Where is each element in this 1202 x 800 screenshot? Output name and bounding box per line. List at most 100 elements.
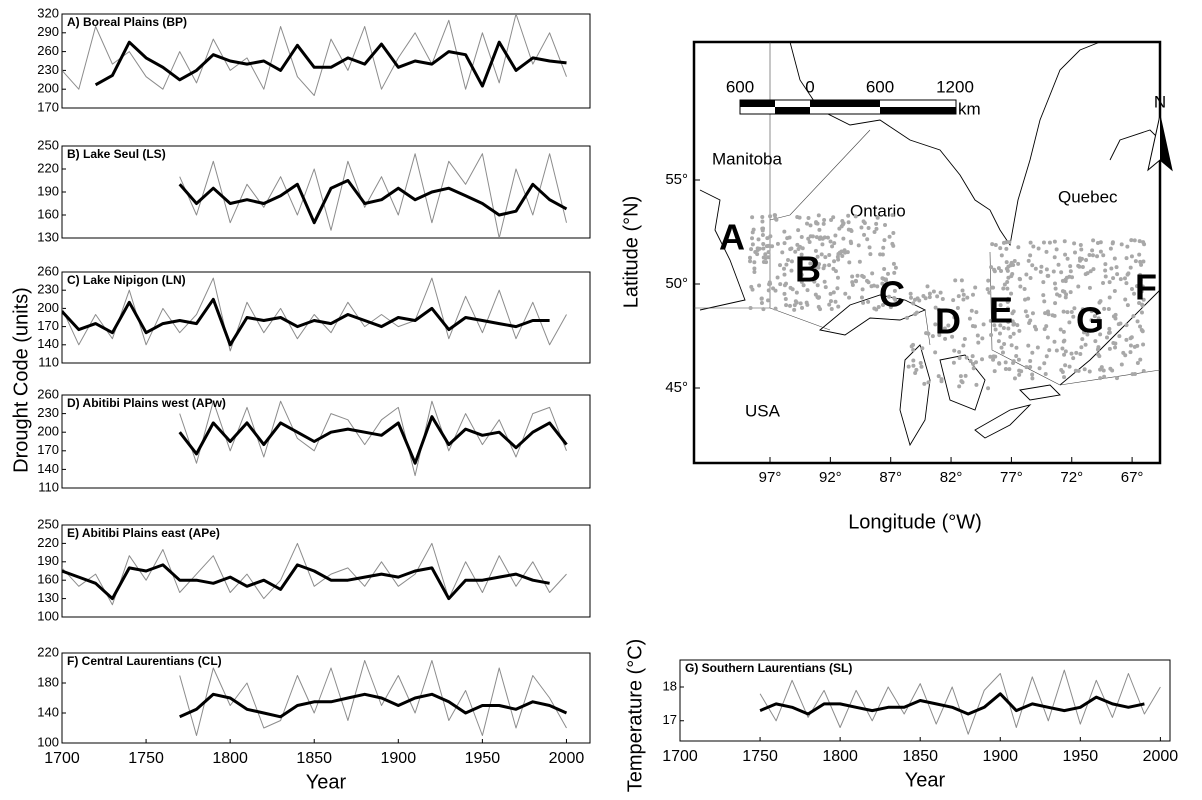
site-dot xyxy=(1035,345,1040,350)
site-dot xyxy=(815,254,820,259)
site-dot xyxy=(1030,311,1035,316)
site-dot xyxy=(1007,367,1012,372)
site-dot xyxy=(1098,249,1103,254)
site-dot xyxy=(986,278,991,283)
site-dot xyxy=(1129,238,1134,243)
site-dot xyxy=(880,276,885,281)
site-dot xyxy=(1121,350,1126,355)
site-dot xyxy=(827,263,832,268)
panel-title: D) Abitibi Plains west (APw) xyxy=(67,396,226,410)
site-dot xyxy=(957,355,962,360)
site-dot xyxy=(987,290,992,295)
site-dot xyxy=(1128,350,1133,355)
site-dot xyxy=(1129,286,1134,291)
site-dot xyxy=(922,381,927,386)
site-dot xyxy=(1065,256,1070,261)
site-dot xyxy=(925,284,930,289)
site-dot xyxy=(839,224,844,229)
site-dot xyxy=(911,348,916,353)
site-dot xyxy=(917,298,922,303)
site-dot xyxy=(1124,281,1129,286)
site-dot xyxy=(1082,367,1087,372)
site-dot xyxy=(1076,368,1081,373)
y-tick-label: 130 xyxy=(37,590,59,605)
site-dot xyxy=(1106,307,1111,312)
y-tick-label: 220 xyxy=(37,644,59,659)
site-dot xyxy=(1067,320,1072,325)
site-dot xyxy=(1014,353,1019,358)
site-dot xyxy=(992,369,997,374)
site-dot xyxy=(878,252,883,257)
site-dot xyxy=(953,278,958,283)
y-tick-label: 17 xyxy=(663,712,677,727)
site-dot xyxy=(971,366,976,371)
site-dot xyxy=(794,290,799,295)
site-dot xyxy=(1061,329,1066,334)
site-dot xyxy=(1059,270,1064,275)
site-dot xyxy=(946,323,951,328)
site-dot xyxy=(792,307,797,312)
site-dot xyxy=(799,235,804,240)
site-dot xyxy=(828,299,833,304)
site-dot xyxy=(856,243,861,248)
site-dot xyxy=(891,230,896,235)
site-dot xyxy=(1107,280,1112,285)
site-dot xyxy=(835,275,840,280)
site-dot xyxy=(756,237,761,242)
site-dot xyxy=(840,218,845,223)
scale-bar xyxy=(810,100,880,107)
site-dot xyxy=(1070,275,1075,280)
site-dot xyxy=(833,299,838,304)
site-dot xyxy=(753,249,758,254)
coastline xyxy=(699,189,746,311)
site-dot xyxy=(1006,319,1011,324)
site-dot xyxy=(761,260,766,265)
site-dot xyxy=(1012,258,1017,263)
site-dot xyxy=(883,222,888,227)
site-dot xyxy=(882,238,887,243)
y-tick-label: 200 xyxy=(37,81,59,96)
y-tick-label: 320 xyxy=(37,5,59,20)
site-dot xyxy=(866,299,871,304)
site-dot xyxy=(828,291,833,296)
site-dot xyxy=(816,213,821,218)
site-dot xyxy=(893,297,898,302)
site-dot xyxy=(1064,292,1069,297)
site-dot xyxy=(1069,351,1074,356)
site-dot xyxy=(1107,330,1112,335)
site-dot xyxy=(843,291,848,296)
site-dot xyxy=(881,303,886,308)
site-dot xyxy=(876,304,881,309)
site-dot xyxy=(853,278,858,283)
site-dot xyxy=(937,333,942,338)
site-dot xyxy=(839,249,844,254)
site-dot xyxy=(1034,327,1039,332)
site-dot xyxy=(996,339,1001,344)
site-dot xyxy=(908,291,913,296)
site-dot xyxy=(1017,372,1022,377)
site-dot xyxy=(951,298,956,303)
site-dot xyxy=(875,215,880,220)
site-dot xyxy=(913,370,918,375)
site-dot xyxy=(1125,244,1130,249)
site-dot xyxy=(1098,376,1103,381)
site-dot xyxy=(991,285,996,290)
site-dot xyxy=(1018,284,1023,289)
site-dot xyxy=(965,295,970,300)
site-dot xyxy=(825,235,830,240)
site-dot xyxy=(796,228,801,233)
site-dot xyxy=(1068,290,1073,295)
site-dot xyxy=(1062,239,1067,244)
great-lake xyxy=(899,344,931,447)
site-dot xyxy=(1036,246,1041,251)
site-dot xyxy=(1028,318,1033,323)
site-dot xyxy=(784,303,789,308)
site-dot xyxy=(1045,335,1050,340)
site-dot xyxy=(981,322,986,327)
site-dot xyxy=(872,229,877,234)
site-dot xyxy=(1057,293,1062,298)
panel-title: C) Lake Nipigon (LN) xyxy=(67,273,186,287)
site-dot xyxy=(829,217,834,222)
site-dot xyxy=(831,290,836,295)
map-x-tick-label: 87° xyxy=(879,469,902,486)
